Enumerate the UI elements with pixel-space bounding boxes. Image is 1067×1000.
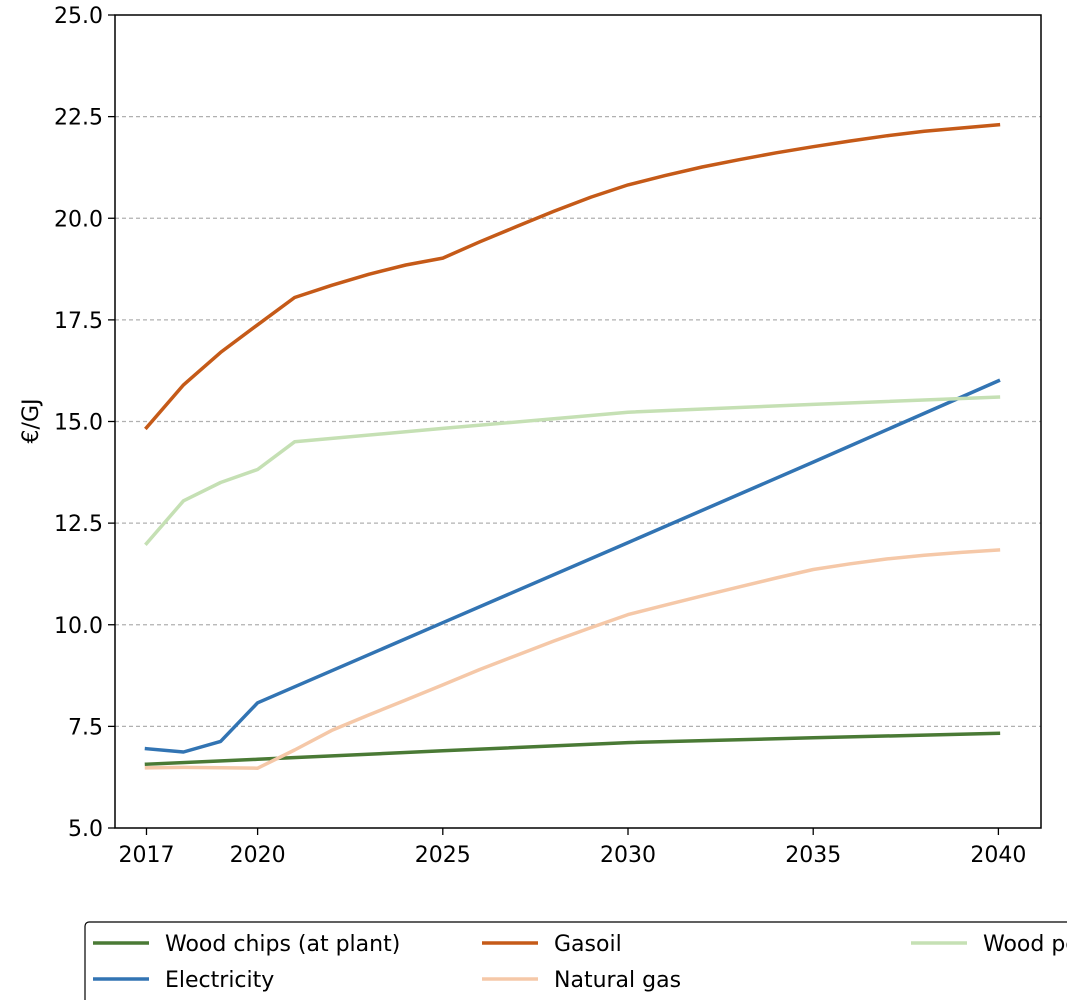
y-tick-label: 22.5 — [54, 106, 103, 131]
y-tick-label: 10.0 — [54, 614, 103, 639]
y-tick-label: 7.5 — [68, 715, 103, 740]
series-line-electricity — [144, 378, 1001, 754]
x-tick-label: 2040 — [970, 843, 1026, 868]
x-tick-label: 2035 — [785, 843, 841, 868]
grid-lines — [115, 116, 1041, 727]
axes: 5.0 7.5 10.0 12.5 15.0 17.5 20.0 22.5 25.0 2017 20… — [54, 4, 1026, 868]
series-line-wood-chips-at-plant — [144, 731, 1001, 767]
y-tick-label: 20.0 — [54, 207, 103, 232]
legend-label: Gasoil — [554, 932, 622, 957]
legend-item-wood-chips-at-plant: Wood chips (at plant) — [93, 932, 400, 957]
legend-label: Electricity — [165, 968, 274, 993]
legend-item-natural-gas: Natural gas — [482, 968, 681, 993]
x-tick-label: 2020 — [230, 843, 286, 868]
series-line-wood-pellets-consumer — [144, 395, 1001, 546]
legend-label: Wood pellets (consumer) — [983, 932, 1067, 957]
x-tick-label: 2025 — [415, 843, 471, 868]
legend-item-wood-pellets-consumer: Wood pellets (consumer) — [911, 932, 1067, 957]
legend-item-electricity: Electricity — [93, 968, 274, 993]
series-line-natural-gas — [144, 548, 1001, 770]
legend-items: Wood chips (at plant) Electricity Gasoil Na… — [93, 932, 1067, 993]
y-tick-label: 12.5 — [54, 512, 103, 537]
y-axis-label: €/GJ — [19, 399, 44, 444]
x-tick-label: 2017 — [118, 843, 174, 868]
legend-item-gasoil: Gasoil — [482, 932, 622, 957]
y-tick-label: 15.0 — [54, 411, 103, 436]
y-tick-label: 17.5 — [54, 309, 103, 334]
series-lines — [144, 122, 1001, 770]
y-tick-label: 25.0 — [54, 4, 103, 29]
legend: Wood chips (at plant) Electricity Gasoil Na… — [84, 921, 1067, 1000]
x-tick-label: 2030 — [600, 843, 656, 868]
legend-label: Natural gas — [554, 968, 681, 993]
y-tick-label: 5.0 — [68, 817, 103, 842]
legend-frame — [84, 921, 1067, 1000]
legend-label: Wood chips (at plant) — [165, 932, 400, 957]
series-line-gasoil — [144, 122, 1001, 431]
